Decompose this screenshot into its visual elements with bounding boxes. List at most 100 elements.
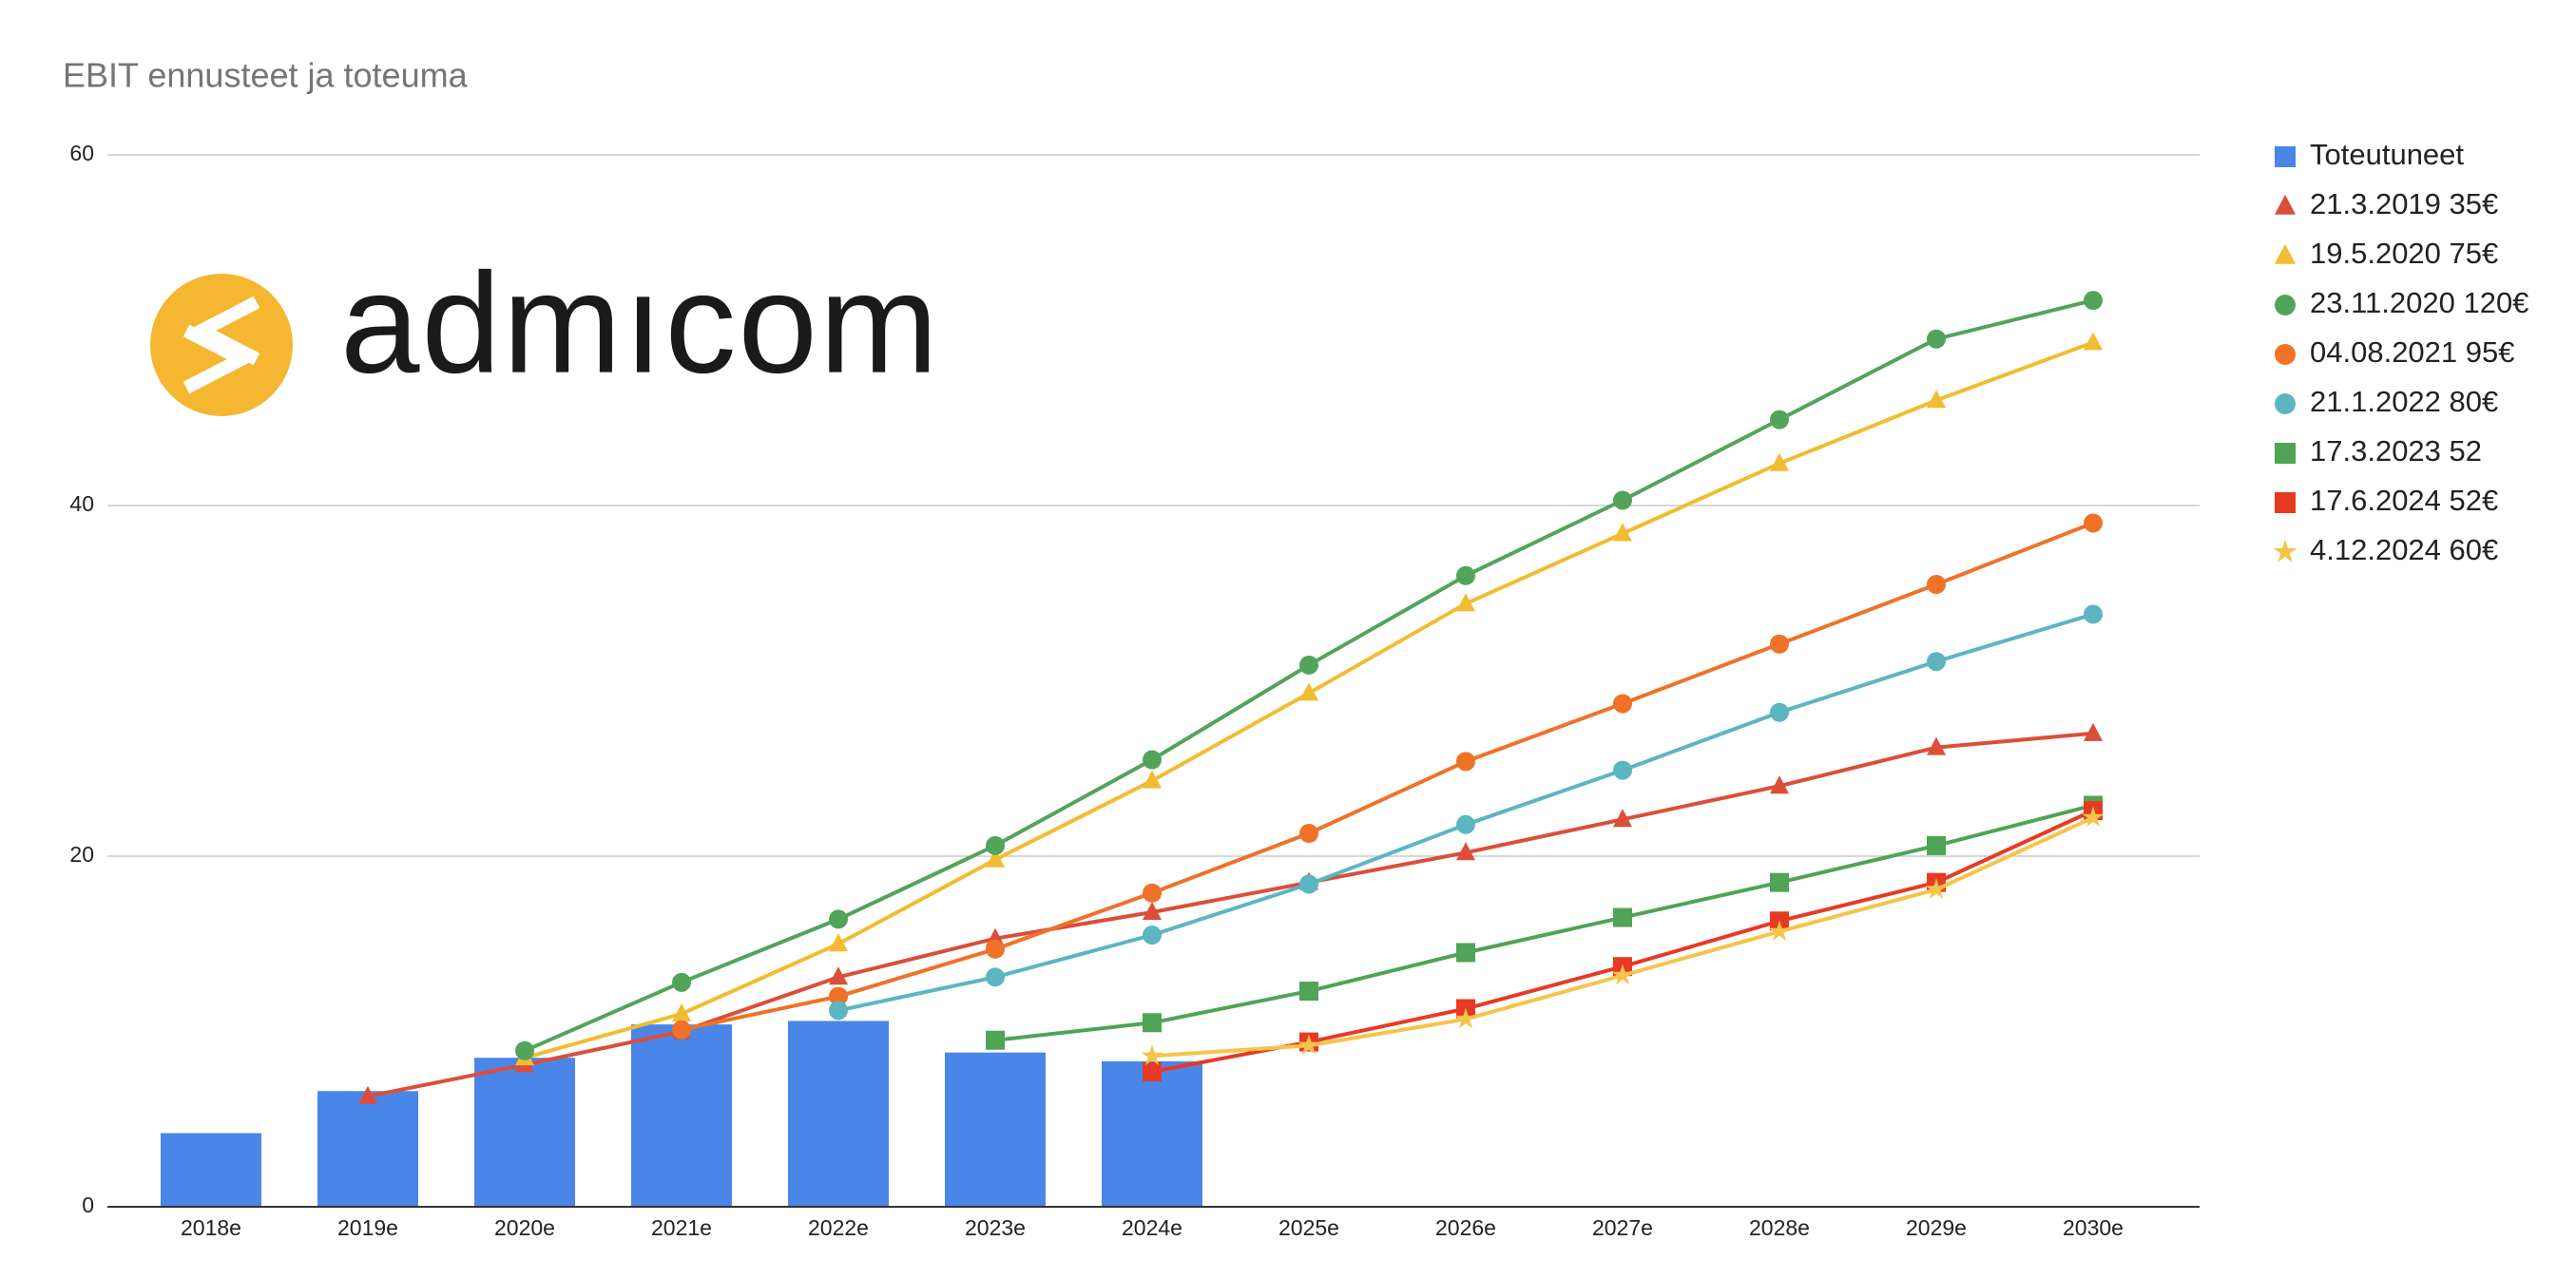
marker — [986, 1030, 1005, 1050]
marker — [1143, 1061, 1162, 1081]
marker — [1299, 874, 1318, 894]
marker — [1613, 490, 1632, 510]
marker — [1456, 565, 1475, 585]
chart-title: EBIT ennusteet ja toteuma — [63, 56, 469, 95]
marker — [1456, 814, 1475, 834]
x-tick-label: 2024e — [1122, 1215, 1182, 1240]
x-tick-label: 2020e — [494, 1215, 555, 1240]
legend-marker — [2275, 393, 2296, 414]
legend-label: 23.11.2020 120€ — [2310, 286, 2528, 319]
marker — [672, 972, 691, 992]
marker — [1613, 809, 1632, 828]
marker — [1143, 883, 1162, 903]
marker — [1143, 770, 1162, 789]
marker — [1299, 824, 1318, 844]
marker — [2084, 332, 2103, 351]
marker — [829, 986, 848, 1006]
marker — [1141, 1044, 1163, 1065]
logo-chevron — [183, 324, 257, 394]
x-tick-label: 2022e — [808, 1215, 869, 1240]
marker — [1299, 982, 1318, 1002]
marker — [1456, 752, 1475, 772]
marker — [2082, 806, 2105, 828]
legend-label: 21.1.2022 80€ — [2310, 385, 2498, 418]
bar — [161, 1133, 261, 1207]
logo-text: admıcom — [340, 243, 940, 403]
marker — [829, 909, 848, 929]
marker — [672, 1020, 691, 1040]
marker — [1143, 902, 1162, 921]
legend-label: 17.3.2023 52 — [2310, 434, 2482, 468]
marker — [2084, 722, 2103, 741]
legend-label: 19.5.2020 75€ — [2310, 237, 2498, 270]
y-tick-label: 0 — [82, 1193, 94, 1217]
marker — [1927, 736, 1946, 755]
logo-chevron — [186, 296, 260, 366]
bar — [474, 1058, 575, 1207]
marker — [1456, 593, 1475, 612]
x-tick-label: 2019e — [337, 1215, 398, 1240]
y-tick-label: 60 — [69, 141, 94, 165]
x-tick-label: 2029e — [1906, 1215, 1967, 1240]
legend-marker — [2273, 539, 2297, 563]
marker — [1927, 329, 1946, 349]
marker — [1613, 760, 1632, 780]
legend-label: Toteutuneet — [2310, 138, 2464, 171]
marker — [672, 1003, 691, 1022]
marker — [1299, 655, 1318, 675]
marker — [986, 939, 1005, 959]
legend-marker — [2275, 146, 2296, 167]
marker — [1611, 964, 1634, 985]
marker — [1770, 702, 1789, 722]
marker — [1927, 652, 1946, 672]
x-tick-label: 2021e — [651, 1215, 712, 1240]
marker — [829, 966, 848, 985]
marker — [829, 933, 848, 952]
legend-label: 04.08.2021 95€ — [2310, 335, 2515, 369]
marker — [1143, 926, 1162, 945]
legend-marker — [2275, 295, 2296, 315]
marker — [358, 1085, 377, 1104]
bar — [788, 1021, 889, 1207]
marker — [1613, 694, 1632, 714]
marker — [1613, 523, 1632, 542]
marker — [1143, 750, 1162, 770]
bar — [631, 1024, 732, 1207]
marker — [1770, 775, 1789, 794]
marker — [2084, 291, 2103, 311]
x-tick-label: 2030e — [2063, 1215, 2124, 1240]
marker — [829, 1001, 848, 1021]
line — [1151, 815, 2094, 1059]
marker — [1927, 390, 1946, 409]
marker — [1613, 907, 1632, 927]
marker — [986, 849, 1005, 868]
bar — [1102, 1060, 1202, 1207]
marker — [2084, 513, 2103, 533]
marker — [1768, 920, 1791, 941]
x-tick-label: 2028e — [1749, 1215, 1810, 1240]
marker — [1770, 634, 1789, 654]
logo: admıcom — [150, 243, 940, 416]
x-tick-label: 2023e — [965, 1215, 1026, 1240]
marker — [1927, 835, 1946, 855]
legend-marker — [2275, 443, 2296, 464]
legend-marker — [2275, 194, 2296, 215]
marker — [1456, 842, 1475, 861]
x-tick-label: 2018e — [181, 1215, 241, 1240]
marker — [1456, 943, 1475, 963]
legend-label: 17.6.2024 52€ — [2310, 484, 2498, 517]
legend-marker — [2275, 344, 2296, 365]
x-tick-label: 2026e — [1435, 1215, 1496, 1240]
marker — [1925, 878, 1948, 899]
marker — [1299, 682, 1318, 701]
marker — [986, 835, 1005, 855]
y-tick-label: 20 — [69, 842, 94, 867]
marker — [1143, 1013, 1162, 1033]
marker — [1927, 575, 1946, 595]
marker — [1298, 1034, 1320, 1055]
legend-label: 21.3.2019 35€ — [2310, 187, 2498, 220]
marker — [1770, 452, 1789, 471]
y-tick-label: 40 — [69, 491, 94, 516]
marker — [515, 1040, 534, 1060]
